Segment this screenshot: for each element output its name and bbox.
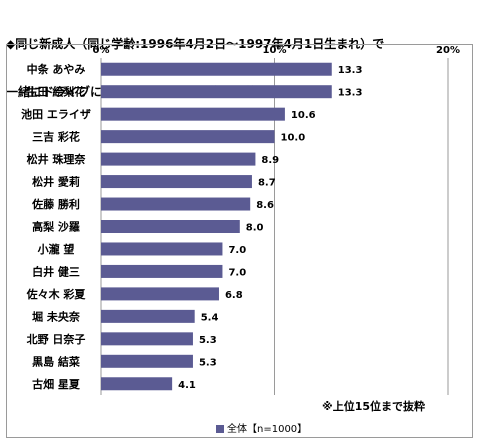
category-label: 中条 あやみ (27, 62, 86, 76)
value-label: 5.4 (201, 312, 219, 323)
value-label: 5.3 (199, 357, 217, 368)
x-tick-label: 10% (263, 45, 287, 56)
bar (101, 242, 223, 256)
bar (101, 264, 223, 278)
legend-swatch (216, 425, 224, 433)
x-tick-label: 0% (93, 45, 110, 56)
value-label: 8.6 (256, 200, 274, 211)
category-label: 小瀧 望 (37, 242, 75, 256)
value-label: 8.9 (261, 155, 279, 166)
category-label: 松井 愛莉 (32, 175, 80, 189)
legend-label: 全体【n=1000】 (227, 424, 308, 435)
value-label: 10.6 (291, 110, 316, 121)
bar (101, 377, 173, 391)
bar (101, 332, 193, 346)
bar (101, 309, 195, 323)
value-label: 6.8 (225, 290, 243, 301)
bar (101, 287, 219, 301)
category-label: 北野 日奈子 (27, 332, 86, 346)
value-label: 4.1 (178, 380, 196, 391)
footnote: ※上位15位まで抜粋 (322, 400, 426, 413)
bar (101, 85, 332, 99)
category-label: 松井 珠理奈 (27, 152, 87, 166)
category-label: 古畑 星夏 (32, 377, 81, 391)
category-label: 高梨 沙羅 (32, 220, 80, 234)
bar (101, 175, 252, 189)
category-label: 三吉 彩花 (32, 130, 80, 144)
value-label: 8.7 (258, 178, 276, 189)
value-label: 10.0 (281, 133, 306, 144)
category-label: 黒島 結菜 (32, 354, 81, 368)
value-label: 7.0 (228, 267, 246, 278)
value-label: 13.3 (338, 88, 363, 99)
bar (101, 354, 193, 368)
bar (101, 220, 240, 233)
category-label: 白井 健三 (32, 264, 80, 278)
bar (101, 197, 251, 211)
value-label: 7.0 (228, 245, 246, 256)
category-label: 池田 エライザ (21, 107, 91, 121)
value-label: 8.0 (246, 223, 264, 234)
category-label: 堀 未央奈 (32, 309, 81, 323)
legend: 全体【n=1000】 (216, 420, 307, 435)
value-label: 13.3 (338, 65, 363, 76)
category-label: 生田 絵梨花 (27, 85, 86, 99)
x-tick-label: 20% (436, 45, 460, 56)
value-label: 5.3 (199, 335, 217, 346)
bar (101, 152, 256, 166)
category-label: 佐藤 勝利 (31, 197, 80, 211)
category-label: 佐々木 彩夏 (26, 287, 87, 301)
bar (101, 62, 332, 76)
chart-frame (6, 44, 473, 438)
bar (101, 130, 275, 144)
bar (101, 107, 285, 121)
